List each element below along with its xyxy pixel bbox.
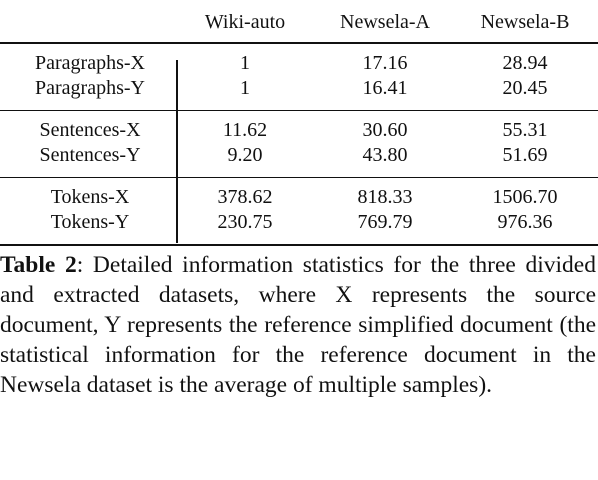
rule xyxy=(0,42,598,44)
row-label: Sentences-X xyxy=(39,119,141,141)
caption-label: Table 2 xyxy=(0,252,77,278)
cell-value: 1 xyxy=(240,77,250,99)
cell-value: 1 xyxy=(240,52,250,74)
rule xyxy=(0,177,598,178)
caption: Table 2: Detailed information statistics… xyxy=(0,250,596,400)
cell-value: 51.69 xyxy=(502,144,548,166)
cell-value: 9.20 xyxy=(227,144,263,166)
row-label: Paragraphs-Y xyxy=(35,77,145,99)
row-label: Tokens-Y xyxy=(50,211,130,233)
cell-value: 976.36 xyxy=(497,211,553,233)
column-header: Newsela-A xyxy=(340,11,430,33)
vertical-rule xyxy=(176,60,178,243)
rule xyxy=(0,110,598,111)
row-label: Paragraphs-X xyxy=(35,52,145,74)
cell-value: 11.62 xyxy=(222,119,268,141)
row-label: Tokens-X xyxy=(50,186,130,208)
cell-value: 1506.70 xyxy=(492,186,558,208)
cell-value: 20.45 xyxy=(502,77,548,99)
cell-value: 43.80 xyxy=(362,144,408,166)
row-label: Sentences-Y xyxy=(39,144,141,166)
cell-value: 17.16 xyxy=(362,52,408,74)
cell-value: 230.75 xyxy=(217,211,273,233)
column-header: Wiki-auto xyxy=(204,11,286,33)
rule xyxy=(0,244,598,246)
cell-value: 28.94 xyxy=(502,52,548,74)
cell-value: 16.41 xyxy=(362,77,408,99)
cell-value: 769.79 xyxy=(357,211,413,233)
cell-value: 55.31 xyxy=(502,119,548,141)
cell-value: 818.33 xyxy=(357,186,413,208)
column-header: Newsela-B xyxy=(480,11,570,33)
caption-text: : Detailed information statistics for th… xyxy=(0,252,596,398)
cell-value: 378.62 xyxy=(217,186,273,208)
cell-value: 30.60 xyxy=(362,119,408,141)
